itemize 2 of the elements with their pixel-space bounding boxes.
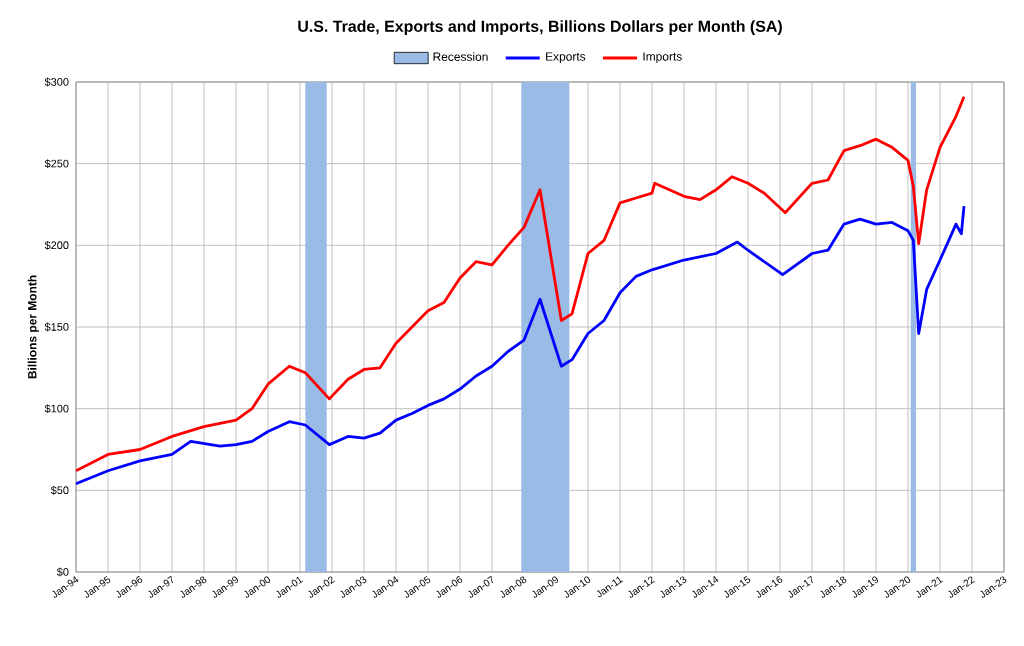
line-series — [76, 204, 966, 486]
line-series — [76, 95, 966, 473]
